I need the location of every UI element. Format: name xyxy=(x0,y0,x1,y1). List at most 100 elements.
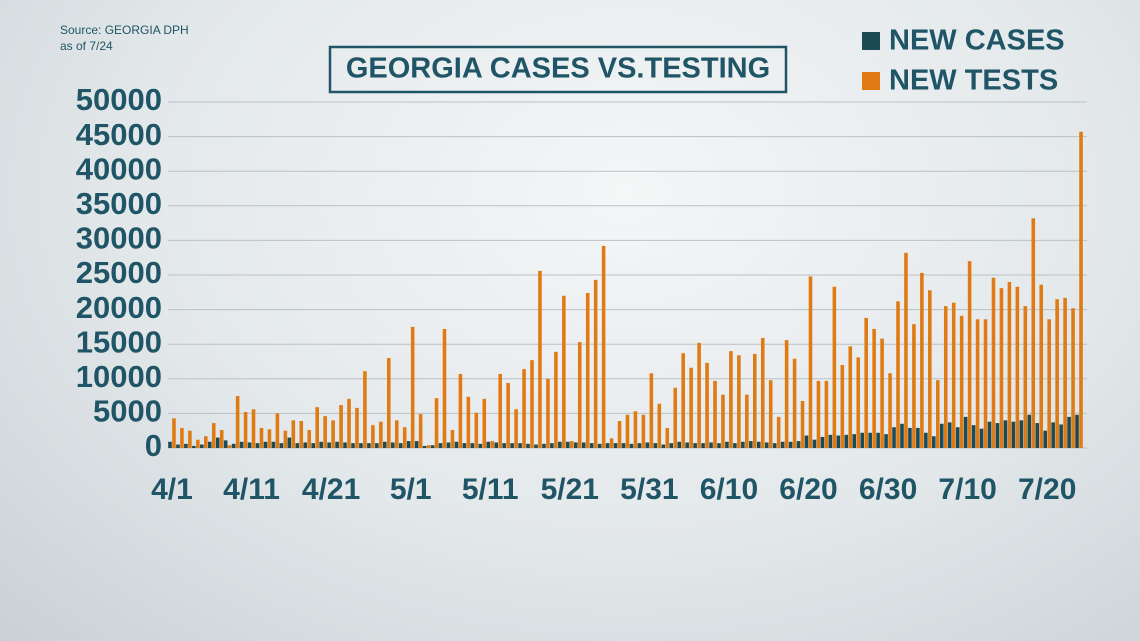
bar xyxy=(188,430,192,448)
bar xyxy=(908,427,912,448)
bar xyxy=(570,441,574,448)
bar xyxy=(1027,414,1032,448)
y-tick-label: 0 xyxy=(145,428,162,463)
bar xyxy=(474,412,479,448)
bar xyxy=(737,355,741,448)
bar xyxy=(709,442,713,448)
y-tick-label: 15000 xyxy=(76,324,162,359)
bar xyxy=(375,443,379,448)
bar xyxy=(733,443,737,448)
bar xyxy=(701,443,705,448)
bar xyxy=(967,261,972,448)
bar xyxy=(637,443,642,448)
bar xyxy=(562,295,566,448)
bar xyxy=(231,443,236,448)
bar xyxy=(502,443,506,448)
bar xyxy=(816,380,821,448)
bar xyxy=(947,422,952,448)
bar xyxy=(955,427,960,448)
bar xyxy=(184,443,188,448)
y-tick-label: 25000 xyxy=(76,255,162,290)
bar xyxy=(207,441,212,448)
bar xyxy=(788,441,793,448)
bar xyxy=(442,328,447,448)
bar xyxy=(446,442,451,448)
y-tick-label: 40000 xyxy=(76,151,162,186)
bar xyxy=(526,443,530,448)
bar xyxy=(800,400,805,448)
bar xyxy=(299,421,304,448)
bar xyxy=(490,441,495,448)
bar xyxy=(554,351,558,448)
bar xyxy=(418,414,423,448)
bar xyxy=(506,382,510,448)
bar xyxy=(669,443,674,448)
legend-label: NEW TESTS xyxy=(889,65,1058,97)
bar xyxy=(852,434,857,448)
bar xyxy=(872,328,876,448)
bar xyxy=(410,326,415,448)
bar xyxy=(239,441,244,448)
bar xyxy=(713,380,717,448)
bar xyxy=(864,317,868,448)
bar xyxy=(1039,284,1044,448)
bar xyxy=(303,442,308,448)
bar xyxy=(661,444,666,448)
x-tick-label: 4/1 xyxy=(151,473,193,506)
bar xyxy=(371,425,375,448)
bar xyxy=(983,319,988,448)
bar xyxy=(681,353,685,448)
bar xyxy=(534,444,538,448)
bar xyxy=(808,276,813,448)
bar xyxy=(462,443,467,448)
bar xyxy=(585,292,590,448)
bar xyxy=(394,420,399,448)
bar xyxy=(916,427,920,448)
bar xyxy=(939,423,944,448)
bar xyxy=(653,443,658,448)
bar xyxy=(438,443,443,448)
bar xyxy=(824,380,829,448)
bar xyxy=(287,437,292,448)
bar xyxy=(478,443,483,448)
bar xyxy=(665,427,670,448)
bar xyxy=(617,421,622,448)
bar xyxy=(343,442,347,448)
bar xyxy=(900,423,904,448)
bar xyxy=(223,440,228,448)
bar xyxy=(581,442,586,448)
bar xyxy=(840,364,845,448)
bar xyxy=(991,277,996,448)
x-tick-label: 6/30 xyxy=(859,473,917,506)
bar xyxy=(721,394,725,448)
bar xyxy=(176,444,180,448)
bar xyxy=(347,398,351,448)
bar xyxy=(398,443,403,448)
bar xyxy=(629,443,634,448)
bar xyxy=(279,443,284,448)
bar xyxy=(1079,131,1083,449)
bar xyxy=(251,409,256,448)
bar xyxy=(204,436,208,448)
bar xyxy=(804,435,809,448)
bar xyxy=(518,443,522,448)
y-tick-label: 45000 xyxy=(76,117,162,152)
bar xyxy=(1007,281,1012,448)
y-tick-label: 50000 xyxy=(76,82,162,117)
bar xyxy=(749,441,753,448)
bar xyxy=(812,439,817,448)
x-tick-label: 6/10 xyxy=(700,473,758,506)
bar xyxy=(963,416,968,448)
bar xyxy=(776,416,781,448)
bar xyxy=(522,369,526,448)
bar xyxy=(1019,420,1024,448)
bar xyxy=(538,270,542,448)
bar xyxy=(542,443,546,448)
bar xyxy=(936,380,940,448)
bar xyxy=(498,373,502,448)
bar xyxy=(904,252,908,448)
y-tick-label: 5000 xyxy=(93,394,162,429)
bar xyxy=(979,428,984,448)
bar xyxy=(975,319,980,448)
